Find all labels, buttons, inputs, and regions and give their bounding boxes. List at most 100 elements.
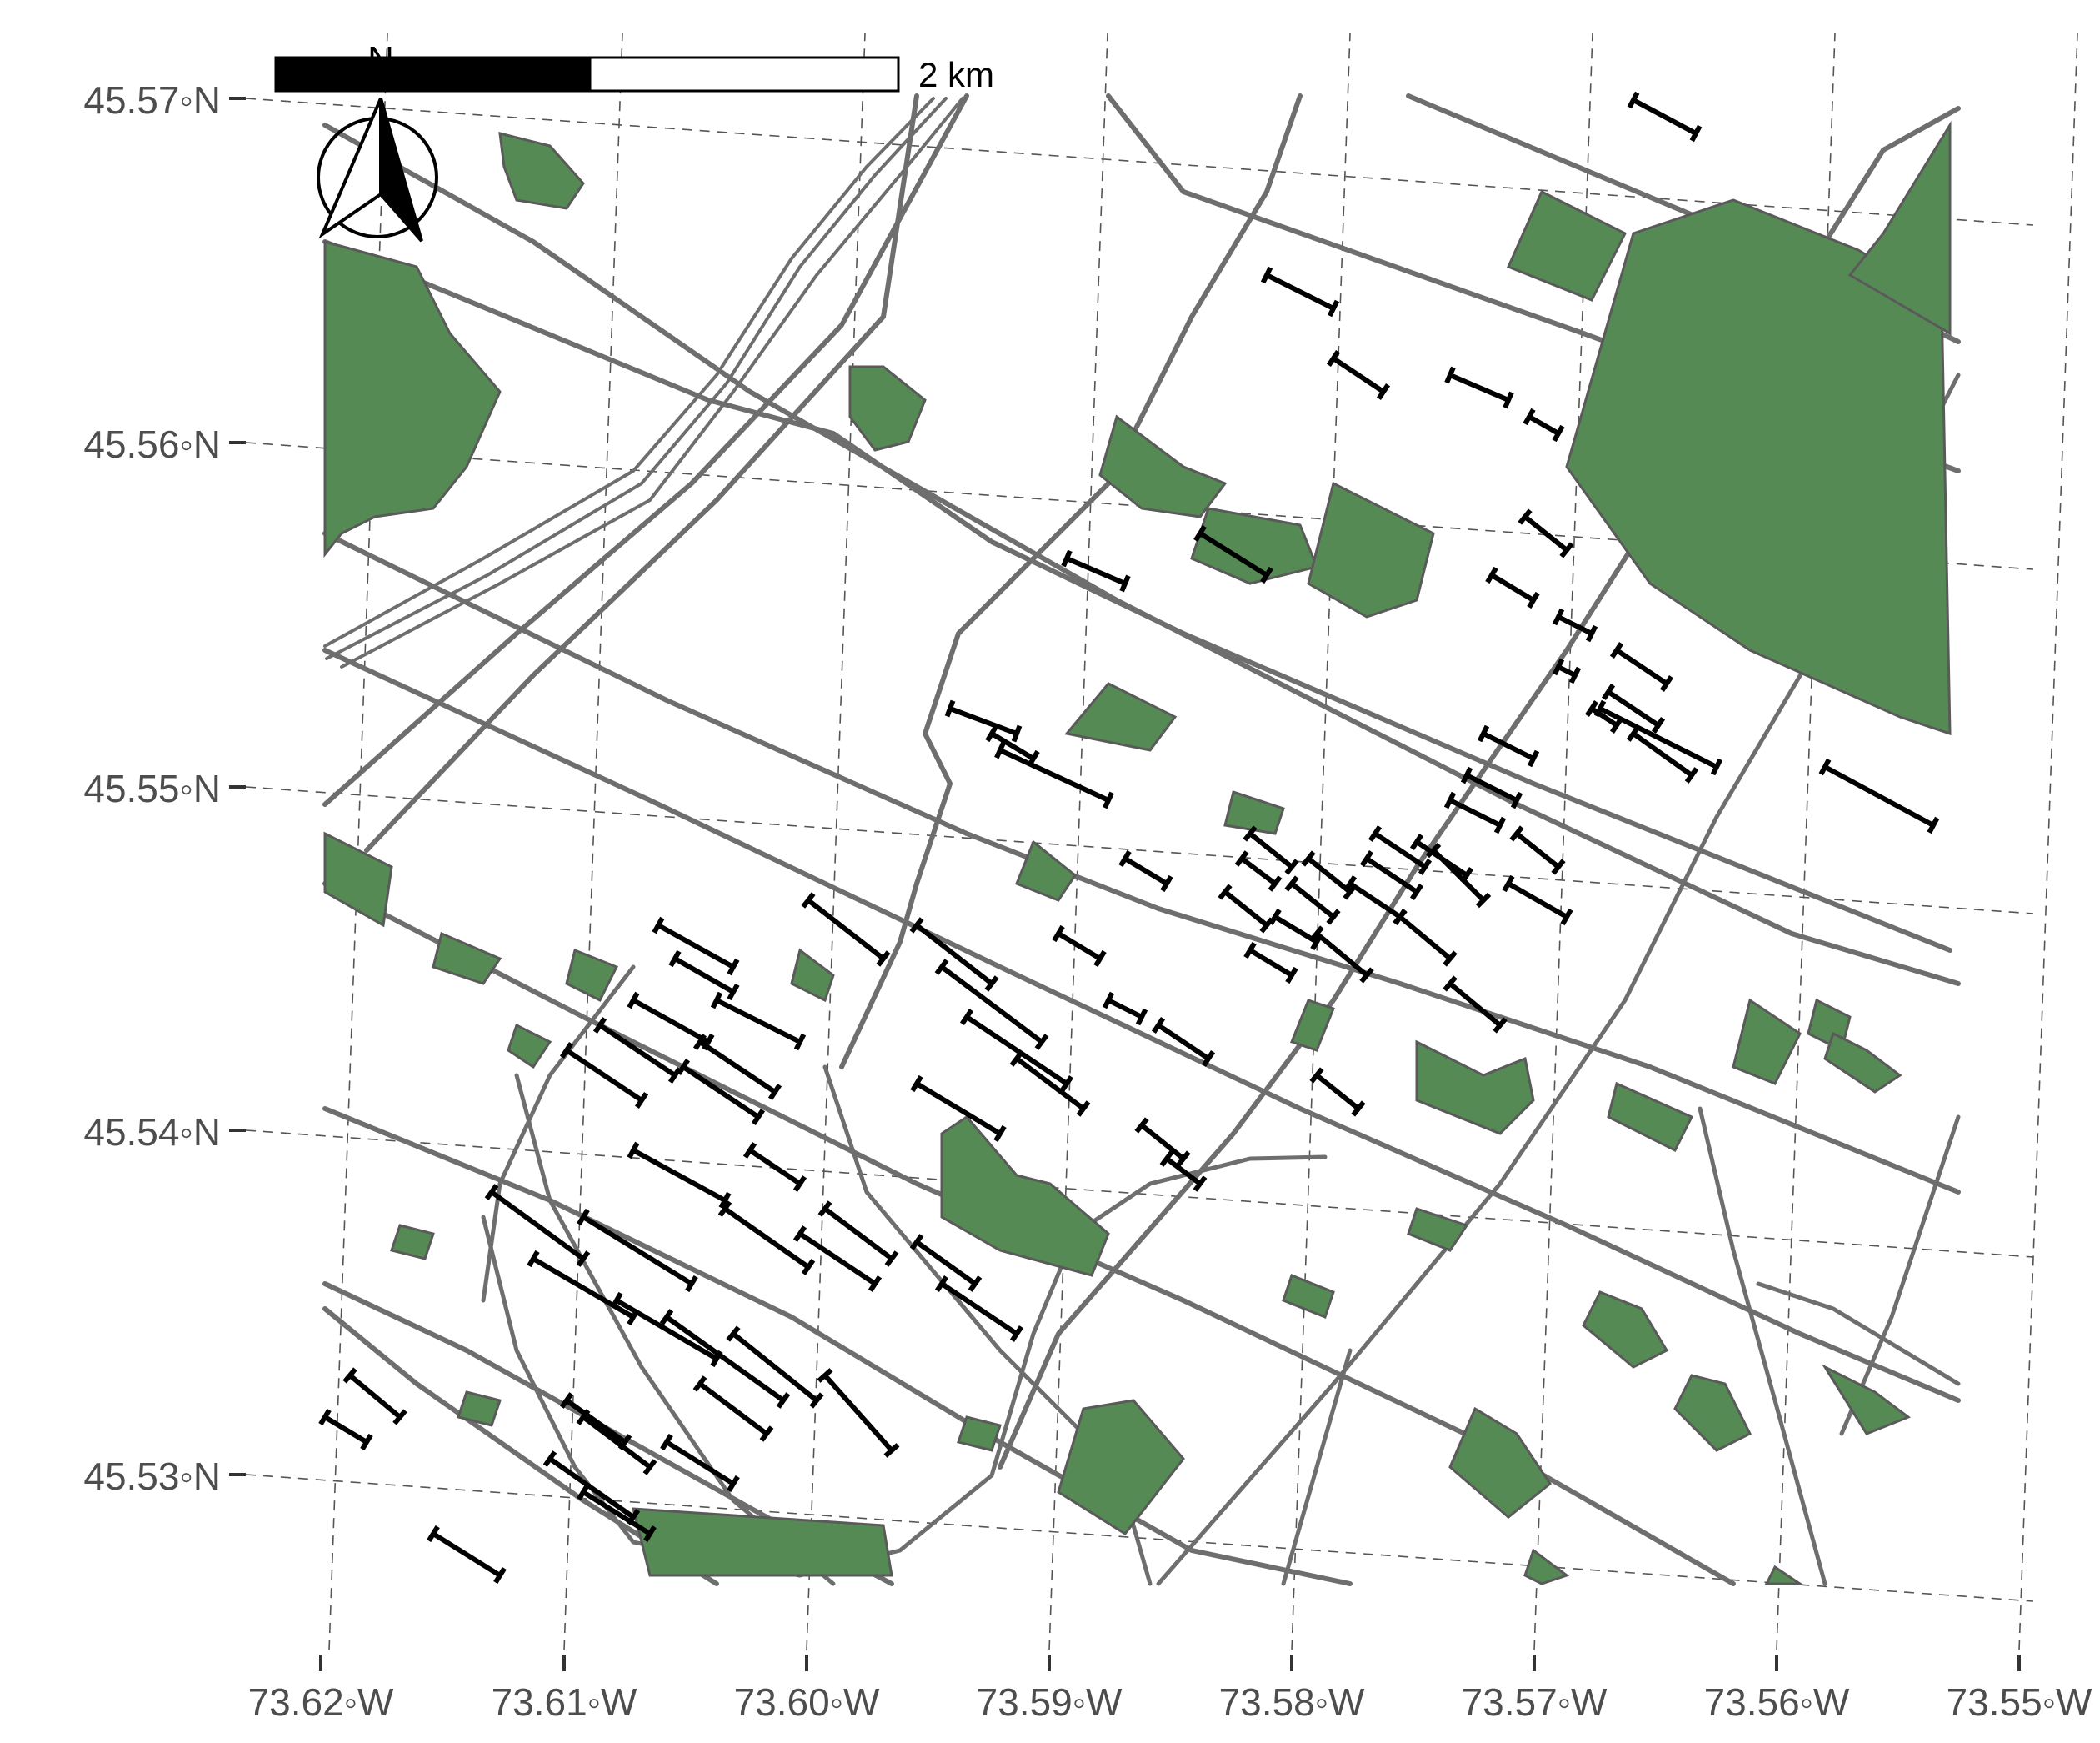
bike-lane-segment	[582, 1490, 652, 1536]
bike-lane-endcap	[1009, 1050, 1024, 1067]
road	[322, 648, 1961, 1403]
bike-lane-segment	[1632, 731, 1693, 778]
bike-lane-endcap	[1260, 566, 1273, 584]
lon-label: 73.62◦W	[248, 1680, 394, 1724]
bike-lane-endcap	[884, 1250, 899, 1267]
bike-lane-segment	[1240, 856, 1277, 886]
road	[481, 964, 636, 1303]
bike-lane-endcap	[1193, 524, 1207, 543]
bike-lane-endcap	[318, 1408, 332, 1426]
scale-bar: 2 km	[274, 55, 994, 94]
bike-lane-endcap	[1444, 366, 1456, 384]
bike-lane-segment	[665, 1315, 785, 1403]
bike-lane-segment	[990, 731, 1035, 761]
bike-lane-segment	[1165, 1156, 1202, 1186]
park-polygon	[1607, 1081, 1694, 1153]
bike-lane-endcap	[1409, 834, 1424, 850]
bike-lane-endcap	[1284, 875, 1299, 892]
bike-lane-segment	[1431, 848, 1486, 903]
park-polygon	[1764, 1565, 1804, 1585]
bike-lane-segment	[1273, 914, 1318, 944]
bike-lane-segment	[1015, 1056, 1085, 1111]
lat-label: 45.55◦N	[83, 767, 221, 810]
bike-lane-segment	[698, 1039, 777, 1094]
bike-lane-endcap	[809, 1392, 824, 1409]
bike-lane-segment	[1107, 998, 1143, 1019]
park-polygons	[323, 120, 1952, 1585]
bike-lane-segment	[673, 956, 735, 994]
bike-lane-endcap	[542, 1450, 558, 1467]
bike-lane-endcap	[493, 1566, 507, 1585]
bike-lane-endcap	[1518, 508, 1532, 525]
bike-lane-endcap	[360, 1433, 373, 1451]
bike-lane-endcap	[1151, 1017, 1166, 1034]
longitude-graticule-line	[2018, 33, 2078, 1651]
highway	[340, 97, 964, 669]
bike-lane-endcap	[1584, 700, 1599, 717]
latitude-graticule-line	[245, 786, 2034, 914]
bike-lane-endcap	[818, 1200, 832, 1217]
road	[1698, 1106, 1828, 1586]
latitude-axis: 45.57◦N 45.56◦N 45.55◦N 45.54◦N 45.53◦N	[83, 78, 246, 1498]
bike-lane-endcap	[1102, 991, 1115, 1009]
park-polygon	[1307, 481, 1435, 619]
bike-lane-segment	[1823, 764, 1935, 828]
bike-lane-segment	[532, 1256, 635, 1320]
latitude-graticule-line	[245, 1474, 2034, 1602]
bike-lane-endcap	[793, 1033, 807, 1051]
park-polygon	[632, 1507, 893, 1577]
bike-lane-endcap	[1477, 724, 1490, 743]
bike-lane-endcap	[1927, 816, 1940, 834]
bike-lane-segment	[1607, 689, 1660, 728]
bike-lane-endcap	[727, 983, 740, 1001]
bike-lane-segment	[698, 1381, 768, 1436]
park-polygon	[323, 240, 502, 558]
bike-lane-endcap	[576, 1409, 591, 1425]
bike-lane-endcap	[1568, 666, 1582, 684]
bike-lane-endcap	[1493, 816, 1507, 834]
highway	[323, 97, 935, 648]
bike-lane-endcap	[610, 1291, 623, 1310]
bike-lane-endcap	[1118, 849, 1132, 868]
bike-lane-endcap	[718, 1200, 732, 1217]
bike-lane-segment	[1448, 373, 1510, 403]
park-polygon	[790, 948, 835, 1003]
bike-lane-endcap	[1009, 1325, 1024, 1342]
park-polygon	[1407, 1207, 1469, 1252]
bike-lane-endcap	[968, 1275, 982, 1292]
bike-lane-segment	[565, 1398, 627, 1445]
graticule-lines	[245, 33, 2078, 1651]
park-polygon	[323, 831, 393, 928]
park-polygon	[1506, 189, 1628, 302]
park-polygon	[1673, 1374, 1752, 1452]
bike-lane-endcap	[484, 1184, 499, 1200]
park-polygon	[1848, 120, 1952, 336]
bike-lane-endcap	[1134, 1117, 1149, 1134]
bike-lane-endcap	[1609, 717, 1624, 734]
bike-lane-segment	[732, 1331, 818, 1403]
bike-lane-segment	[1123, 856, 1168, 886]
bike-lane-segment	[1598, 706, 1718, 769]
bike-lane-segment	[1057, 931, 1102, 961]
bike-lane-endcap	[1442, 975, 1458, 992]
bike-lane-segment	[1448, 798, 1502, 828]
park-polygon	[1223, 790, 1285, 835]
bike-lane-segment	[1398, 914, 1452, 961]
bike-lane-segment	[1365, 856, 1418, 894]
park-polygon	[1823, 1031, 1902, 1094]
bike-lane-endcap	[1059, 1075, 1074, 1092]
bike-lane-endcap	[1326, 350, 1341, 367]
bike-lane-endcap	[909, 917, 924, 934]
bike-lane-segment	[682, 1064, 760, 1119]
bike-lane-endcap	[1689, 124, 1702, 143]
bike-lane-endcap	[577, 1208, 590, 1226]
road	[322, 239, 1952, 953]
bike-lane-segment	[665, 1440, 735, 1486]
bike-lane-endcap	[993, 1124, 1007, 1143]
bike-lane-segment	[348, 1373, 402, 1420]
bike-lane-segment	[822, 1374, 894, 1452]
bike-lane-segment	[1290, 881, 1335, 919]
bike-lane-endcap	[692, 1034, 708, 1050]
bike-lane-endcap	[1351, 1100, 1366, 1117]
